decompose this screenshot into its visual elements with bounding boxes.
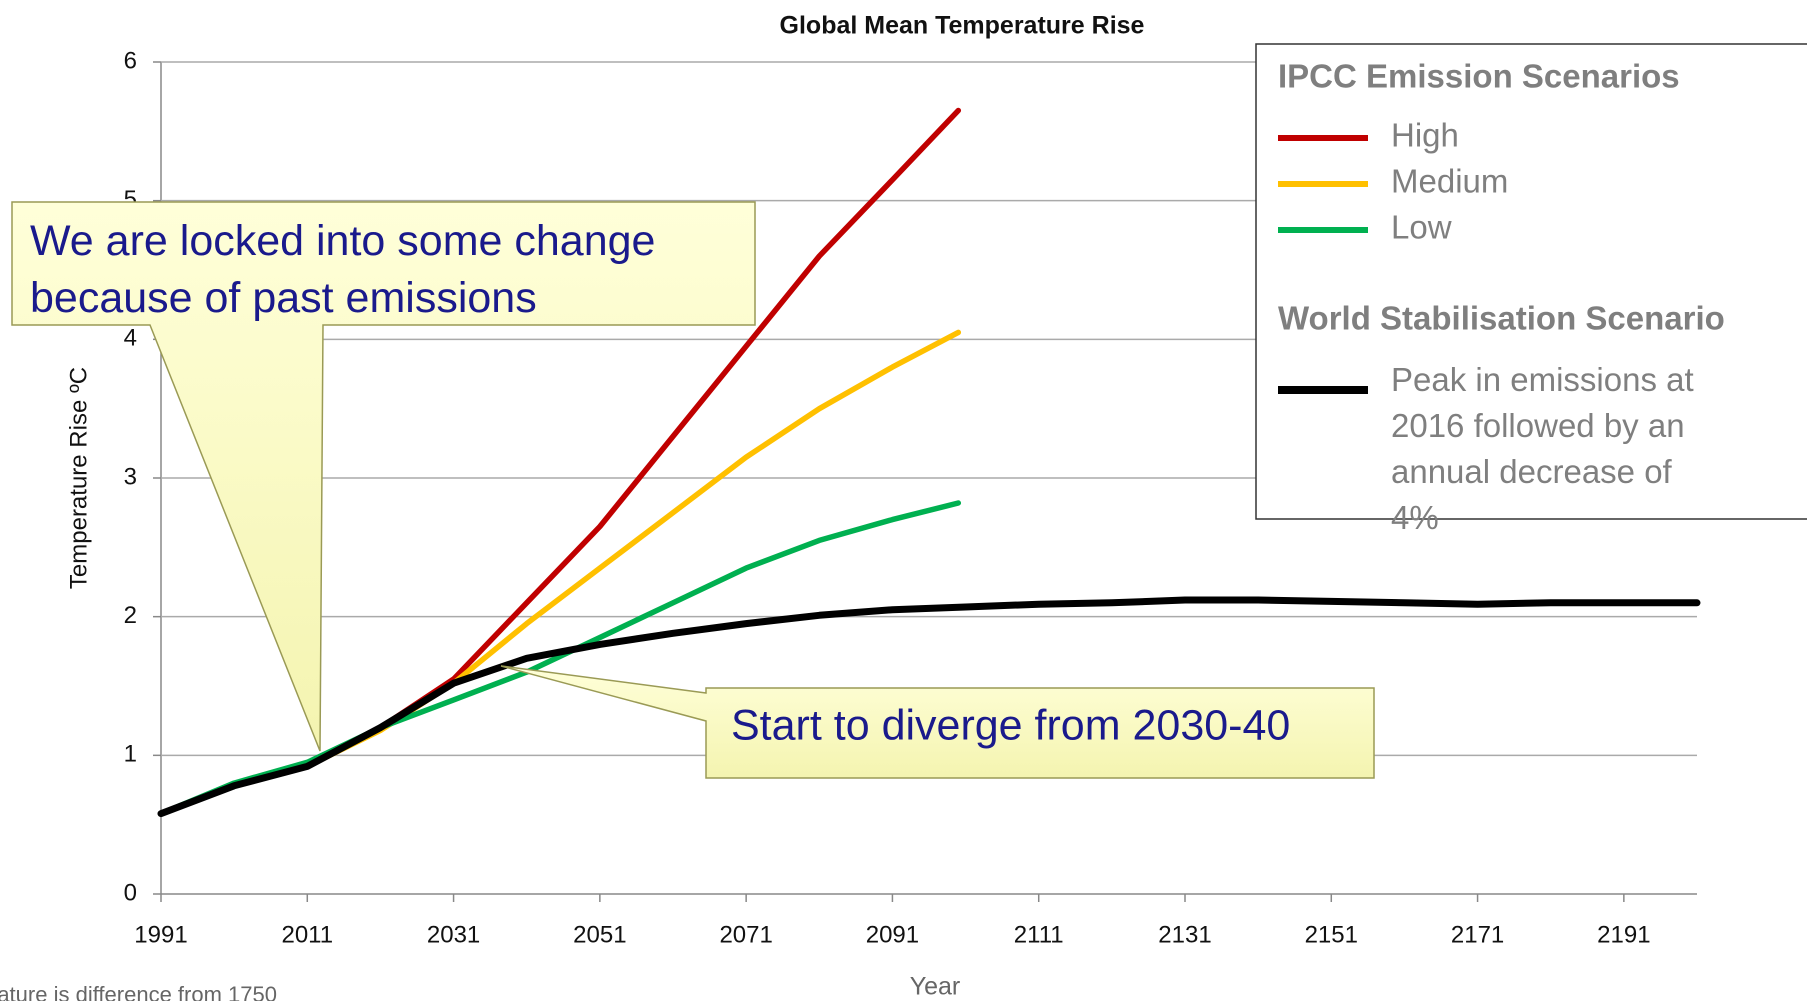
y-tick-label: 2 <box>124 602 137 629</box>
x-tick-label: 2191 <box>1597 921 1650 948</box>
x-tick-label: 2031 <box>427 921 480 948</box>
y-tick-label: 6 <box>124 47 137 74</box>
lines <box>157 107 1701 818</box>
legend-label: High <box>1391 117 1459 154</box>
x-tick-label: 1991 <box>134 921 187 948</box>
footnote: rature is difference from 1750 <box>0 982 277 1001</box>
x-tick-label: 2171 <box>1451 921 1504 948</box>
callout-1: We are locked into some change because of… <box>11 201 756 752</box>
legend-label: Medium <box>1391 163 1508 200</box>
y-tick-label: 0 <box>124 879 137 906</box>
x-tick-label: 2011 <box>281 921 333 948</box>
x-tick-label: 2071 <box>719 921 772 948</box>
legend-box <box>1255 43 1807 520</box>
callout-shape <box>11 201 756 752</box>
callout-2: Start to diverge from 2030-40 <box>500 665 1375 779</box>
legend: IPCC Emission Scenarios High Medium Low Worl… <box>1255 43 1807 536</box>
x-axis-label: Year <box>910 973 961 1001</box>
x-tick-label: 2051 <box>573 921 626 948</box>
y-tick-label: 4 <box>124 325 137 352</box>
x-tick-label: 2111 <box>1014 921 1064 948</box>
y-tick-label: 1 <box>124 741 137 768</box>
callout-text: We are locked into some change because of… <box>30 217 655 322</box>
x-tick-label: 2091 <box>866 921 919 948</box>
y-axis-label: Temperature Rise ºC <box>65 367 92 589</box>
chart-title: Global Mean Temperature Rise <box>780 12 1145 40</box>
x-tick-label: 2151 <box>1305 921 1358 948</box>
legend-title: IPCC Emission Scenarios <box>1278 58 1680 95</box>
callout-text: Start to diverge from 2030-40 <box>731 701 1290 749</box>
legend-title: World Stabilisation Scenario <box>1278 300 1725 337</box>
series-line <box>157 596 1701 818</box>
legend-label: Peak in emissions at 2016 followed by an a… <box>1391 361 1694 536</box>
x-tick-label: 2131 <box>1158 921 1211 948</box>
legend-label: Low <box>1391 209 1452 246</box>
callout-shape <box>500 665 1375 779</box>
y-tick-label: 3 <box>124 463 137 490</box>
